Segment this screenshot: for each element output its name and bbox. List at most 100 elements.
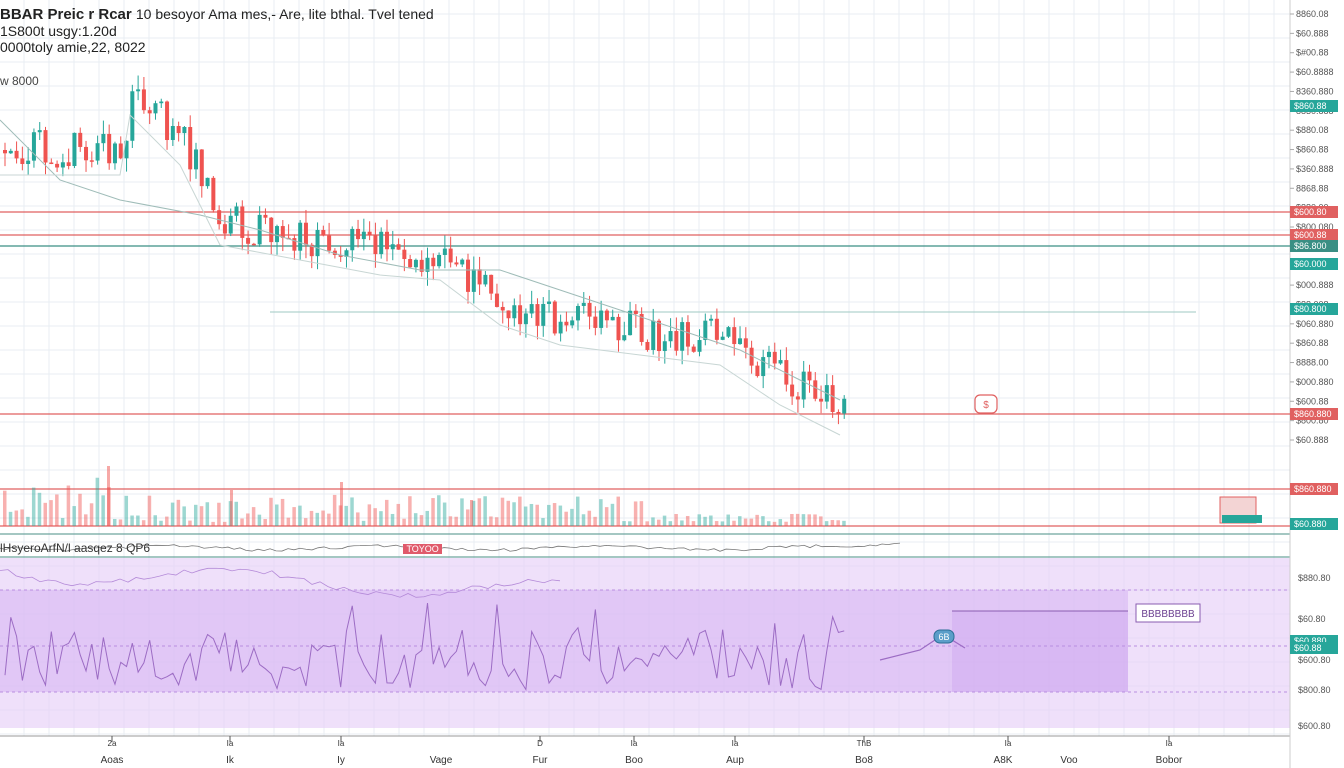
volume-bar	[622, 521, 626, 526]
candle	[188, 127, 193, 170]
time-axis-top-label: Ia	[732, 739, 739, 748]
volume-bar	[738, 516, 742, 526]
candle	[674, 331, 679, 351]
volume-bar	[340, 482, 343, 526]
price-axis-label: $880.08	[1296, 125, 1329, 135]
volume-bar	[657, 519, 661, 526]
candle	[697, 340, 702, 352]
volume-bar	[234, 501, 239, 526]
volume-bar	[552, 503, 557, 526]
volume-bar	[547, 504, 551, 526]
candle	[494, 293, 499, 307]
candle	[778, 360, 783, 364]
volume-bar	[95, 477, 100, 526]
candle	[37, 130, 42, 133]
candle	[518, 305, 523, 325]
candle	[263, 214, 268, 218]
oscillator-line	[4, 603, 845, 691]
price-tag-bg	[1290, 518, 1338, 530]
volume-bar	[662, 515, 667, 526]
volume-bar	[222, 521, 227, 526]
candle	[813, 380, 818, 399]
volume-bar	[691, 521, 696, 526]
volume-bar	[176, 499, 181, 526]
price-tag: $86.800	[1294, 241, 1327, 251]
volume-bar	[801, 514, 806, 526]
volume-bar	[680, 520, 684, 526]
candle	[43, 130, 48, 163]
candle	[419, 259, 424, 272]
candle	[506, 310, 511, 319]
price-axis-label: $000.888	[1296, 280, 1334, 290]
oscillator-box	[952, 611, 1128, 692]
candle	[535, 304, 540, 326]
candle	[842, 398, 847, 414]
candle	[651, 320, 656, 350]
candle	[761, 357, 766, 377]
volume-bar	[315, 512, 320, 526]
volume-bar	[240, 518, 244, 526]
candle	[541, 303, 546, 326]
candle	[361, 231, 366, 240]
volume-bar	[442, 502, 447, 526]
time-axis-label: Bobor	[1156, 755, 1183, 766]
candle	[332, 250, 337, 255]
candle	[303, 222, 308, 245]
volume-bar	[309, 510, 314, 526]
volume-bar	[836, 520, 840, 526]
price-axis-label: $800.080	[1296, 222, 1334, 232]
candle	[356, 228, 361, 240]
candle	[662, 341, 667, 352]
candle	[836, 411, 841, 414]
oscillator-axis-label: $880.80	[1298, 573, 1331, 583]
legend-line-2: 1S800t usgy:1.20d	[0, 23, 117, 39]
volume-bar	[141, 520, 146, 526]
volume-bar	[107, 466, 110, 526]
candle	[280, 226, 285, 238]
volume-bar	[390, 513, 395, 526]
volume-bar	[645, 521, 649, 526]
volume-bar	[703, 516, 707, 526]
volume-bar	[275, 504, 279, 526]
candle	[275, 226, 280, 243]
volume-bar	[616, 496, 620, 526]
volume-bar	[136, 515, 140, 526]
volume-bar	[477, 498, 482, 526]
candle	[703, 320, 708, 341]
time-axis-label: Boo	[625, 755, 643, 766]
candle	[107, 133, 112, 164]
last-price-label: w 8000	[0, 74, 39, 88]
volume-bar	[535, 504, 539, 526]
candle	[170, 126, 175, 141]
volume-bar	[60, 518, 65, 526]
candle	[269, 217, 274, 243]
volume-bar	[257, 514, 262, 526]
candle	[564, 321, 569, 326]
price-tag-bg	[1290, 258, 1338, 270]
volume-bar	[454, 516, 458, 526]
volume-bar	[824, 521, 829, 526]
candle	[471, 269, 476, 292]
candle	[367, 231, 372, 236]
volume-bar	[419, 515, 424, 526]
oscillator-line-top	[0, 542, 901, 552]
candle	[732, 327, 737, 345]
candle	[408, 259, 413, 268]
candle	[205, 177, 210, 187]
candle	[425, 257, 430, 272]
volume-bar	[587, 510, 592, 526]
candle	[402, 249, 407, 260]
time-axis-top-label: Ia	[1005, 739, 1012, 748]
time-axis-top-label: Ia	[227, 739, 234, 748]
price-axis-label: 8360.880	[1296, 86, 1334, 96]
volume-bar	[795, 513, 800, 526]
volume-bar	[743, 518, 748, 526]
candle	[298, 222, 303, 251]
time-axis-top-label: ThB	[857, 739, 872, 748]
candle	[628, 310, 633, 336]
candle	[593, 316, 598, 328]
oscillator-marker-box	[933, 629, 955, 644]
time-axis-top-label: Ia	[1166, 739, 1173, 748]
last-price-marker-box	[974, 394, 998, 414]
